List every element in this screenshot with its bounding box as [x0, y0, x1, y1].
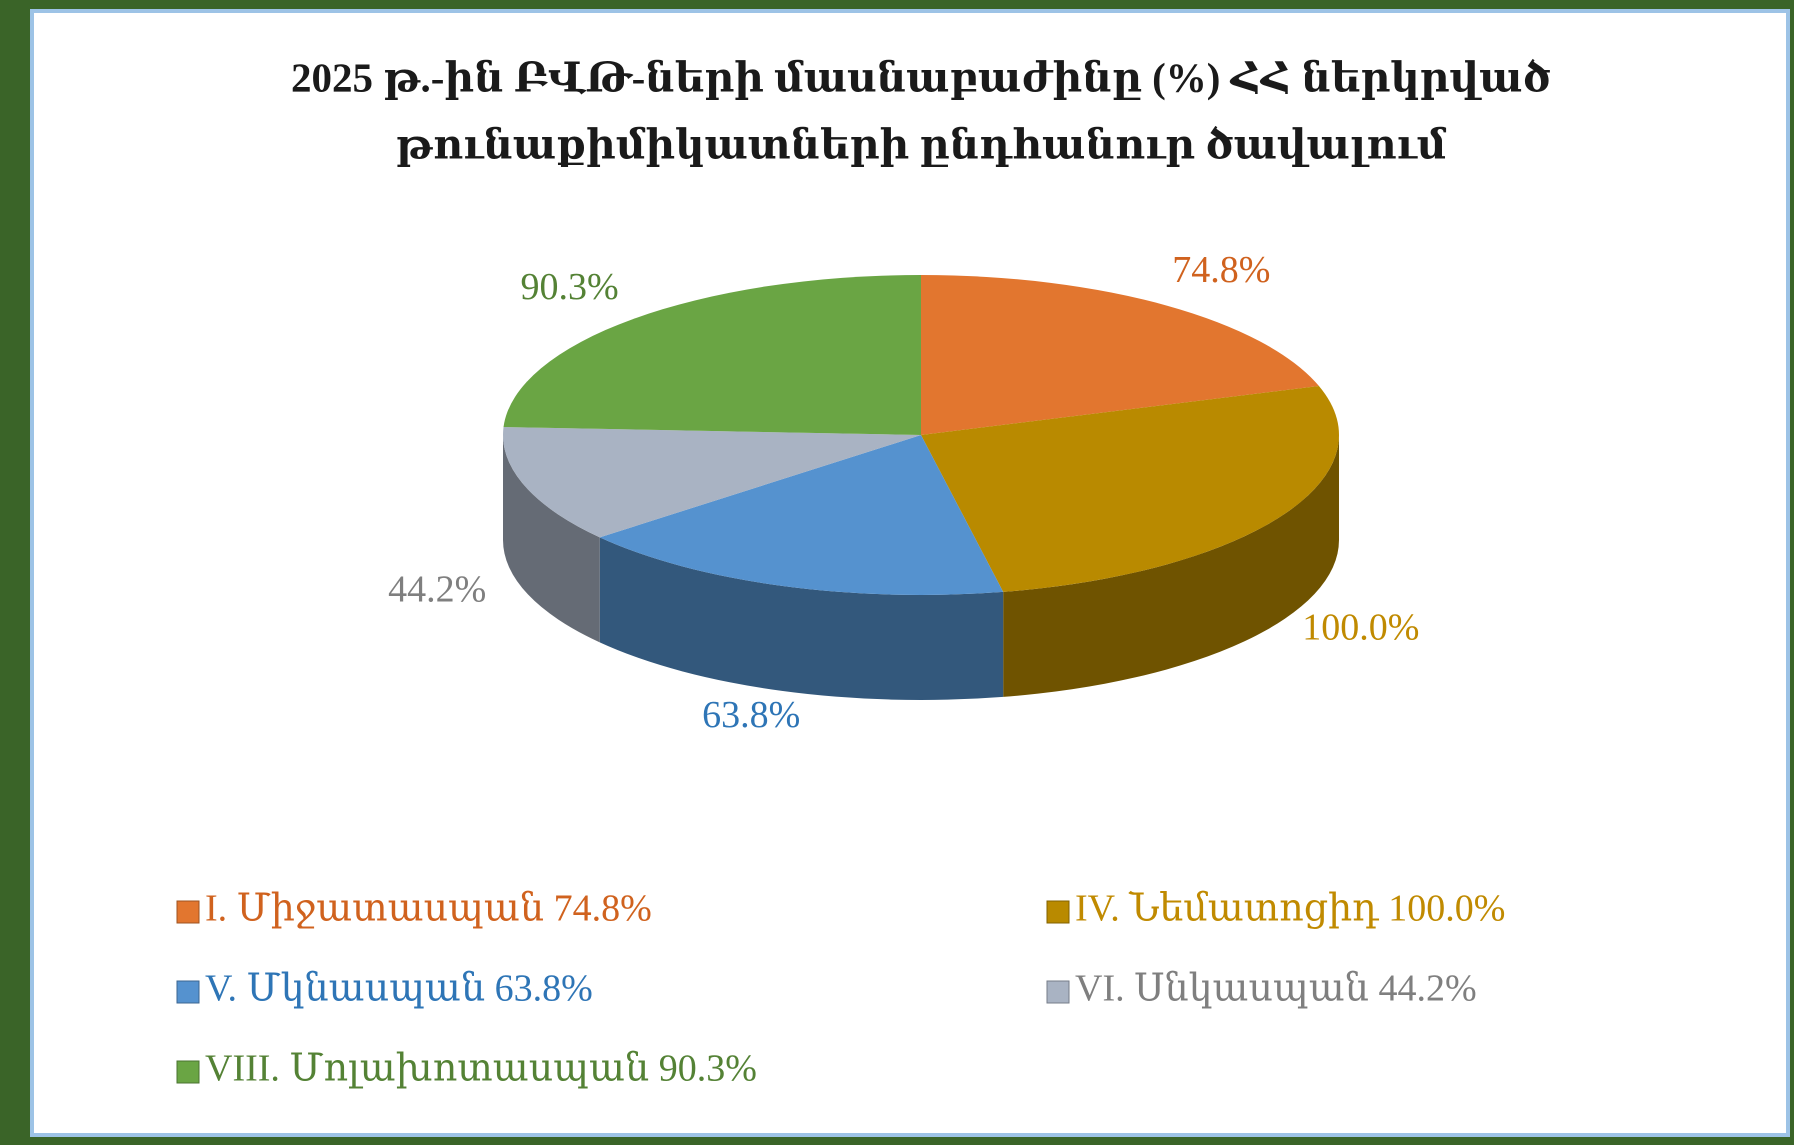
- legend-label: V. Մկնասպան 63.8%: [205, 968, 593, 1010]
- pie-side: [599, 537, 1004, 700]
- data-label: 74.8%: [1172, 249, 1270, 291]
- legend-label: I. Միջատասպան 74.8%: [205, 888, 652, 930]
- data-label: 90.3%: [520, 266, 618, 308]
- pie-side: [1003, 435, 1339, 697]
- legend-swatch: [176, 900, 200, 924]
- legend-label: VIII. Մոլախոտասպան 90.3%: [205, 1048, 757, 1090]
- chart-title: թունաքիմիկատների ընդհանուր ծավալում: [396, 121, 1447, 167]
- pie-slice: [921, 275, 1319, 435]
- chart-title: 2025 թ.-ին ԲՎԹ-ների մասնաբաժինը (%) ՀՀ ն…: [291, 54, 1551, 100]
- data-label: 44.2%: [388, 569, 486, 611]
- legend-swatch: [176, 980, 200, 1004]
- pie-slice: [921, 386, 1339, 592]
- pie-slice: [599, 435, 1004, 595]
- legend-swatch: [1046, 980, 1070, 1004]
- legend-label: IV. Նեմատոցիդ 100.0%: [1075, 888, 1505, 930]
- data-label: 63.8%: [702, 694, 800, 736]
- legend-swatch: [1046, 900, 1070, 924]
- data-label: 100.0%: [1302, 606, 1419, 648]
- pie-slice: [503, 426, 921, 538]
- pie-side: [503, 435, 600, 643]
- legend-label: VI. Սնկասպան 44.2%: [1075, 968, 1477, 1010]
- legend-swatch: [176, 1060, 200, 1084]
- pie-slice: [503, 275, 921, 435]
